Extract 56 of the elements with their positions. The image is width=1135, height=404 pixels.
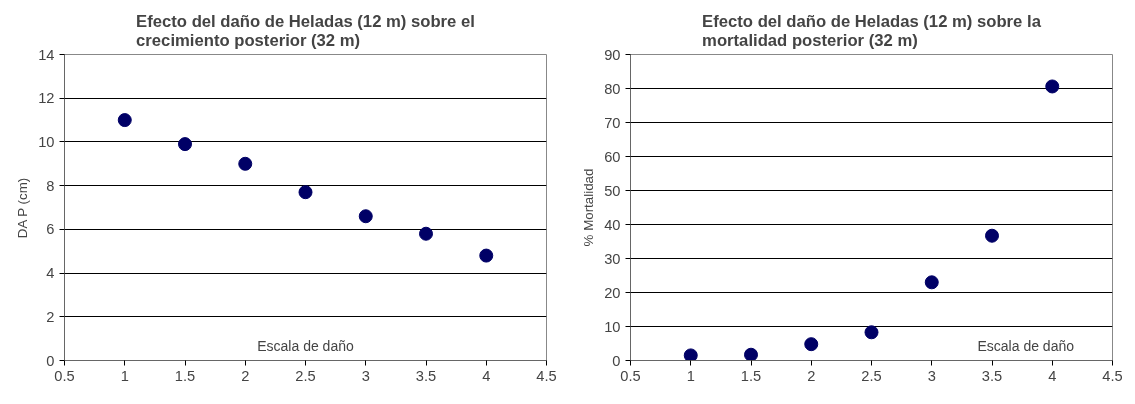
y-tick-label: 2 [46, 308, 55, 325]
y-tick-label: 10 [604, 318, 621, 335]
point [985, 228, 999, 243]
y-tick-label: 90 [604, 46, 621, 63]
x-tick-label: 2.5 [861, 367, 882, 384]
y-tick-label: 30 [604, 250, 621, 267]
x-tick-label: 4 [482, 367, 491, 384]
x-tick-label: 2 [807, 367, 816, 384]
x-tick-label: 1.5 [740, 367, 762, 384]
y-tick-label: 60 [604, 148, 621, 165]
x-axis-title: Escala de daño [977, 338, 1075, 355]
x-tick-label: 2.5 [295, 367, 316, 384]
point [479, 248, 494, 263]
point [924, 275, 939, 290]
y-axis-title: DA P (cm) [15, 177, 31, 239]
y-tick-label: 8 [46, 177, 55, 194]
point [864, 325, 879, 340]
y-tick-label: 20 [604, 284, 621, 301]
point [744, 347, 758, 361]
point [358, 209, 373, 224]
point [238, 156, 253, 171]
x-tick-label: 4.5 [1102, 367, 1123, 384]
point [804, 337, 819, 352]
point [178, 137, 192, 152]
x-tick-label: 1.5 [174, 367, 196, 384]
point [117, 113, 132, 128]
y-tick-label: 14 [38, 46, 55, 63]
y-tick-label: 40 [604, 216, 621, 233]
x-tick-label: 3.5 [415, 367, 437, 384]
y-tick-label: 0 [612, 352, 621, 369]
point [683, 348, 698, 361]
point [298, 185, 313, 200]
y-tick-label: 80 [604, 80, 621, 97]
x-tick-label: 1 [120, 367, 129, 384]
chart-title: Efecto del daño de Heladas (12 m) sobre el crecimiento posterior (32 m) [136, 11, 475, 50]
x-tick-label: 3 [927, 367, 936, 384]
y-tick-label: 10 [38, 133, 55, 150]
y-tick-label: 70 [604, 114, 621, 131]
chart-title: Efecto del daño de Heladas (12 m) sobre la mortalidad posterior (32 m) [702, 11, 1042, 50]
x-tick-label: 4 [1048, 367, 1057, 384]
x-tick-label: 4.5 [536, 367, 557, 384]
x-tick-label: 0.5 [620, 367, 641, 384]
y-tick-label: 50 [604, 182, 621, 199]
y-tick-label: 6 [46, 221, 55, 238]
y-tick-label: 0 [46, 352, 55, 369]
y-tick-label: 4 [46, 265, 55, 282]
x-tick-label: 3 [361, 367, 370, 384]
y-tick-label: 12 [38, 90, 55, 107]
x-tick-label: 3.5 [981, 367, 1003, 384]
point [419, 226, 433, 241]
x-tick-label: 0.5 [54, 367, 75, 384]
point [1045, 79, 1060, 94]
x-axis-title: Escala de daño [257, 338, 354, 355]
x-tick-label: 2 [241, 367, 250, 384]
x-tick-label: 1 [686, 367, 695, 384]
y-axis-title: % Mortalidad [581, 168, 597, 247]
